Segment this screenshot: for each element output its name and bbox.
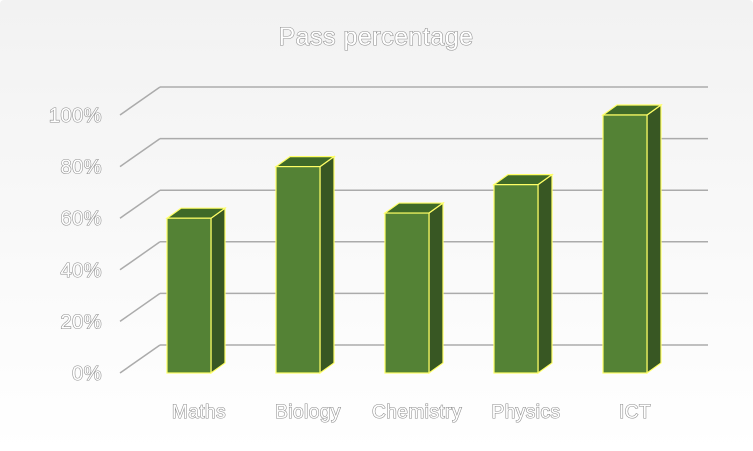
x-category-label: Maths: [172, 402, 226, 423]
y-tick-label: 60%: [60, 208, 102, 230]
chart-title: Pass percentage: [278, 23, 473, 51]
gridline-diagonal: [119, 241, 161, 271]
bar-maths: [165, 207, 227, 375]
bar-physics: [492, 173, 554, 375]
gridline-diagonal: [119, 86, 161, 116]
gridline-diagonal: [119, 137, 161, 168]
bar-front: [275, 166, 321, 374]
bar-front: [384, 212, 430, 374]
x-category-label: ICT: [619, 402, 651, 423]
bar-chemistry: [383, 201, 445, 375]
bar-front: [166, 217, 212, 374]
bar-side: [210, 207, 226, 375]
gridline-diagonal: [119, 292, 161, 323]
bars: [165, 103, 663, 375]
x-category-label: Physics: [492, 402, 561, 423]
y-tick-label: 100%: [49, 105, 102, 127]
bar-biology: [274, 155, 336, 375]
bar-side: [428, 201, 444, 375]
gridline-diagonal: [119, 344, 161, 374]
bar-side: [646, 103, 662, 375]
gridline-diagonal: [119, 189, 161, 219]
bar-front: [493, 184, 539, 374]
x-axis-categories: Maths Biology Chemistry Physics ICT: [171, 401, 651, 423]
bar-ict: [601, 103, 663, 375]
bar-side: [319, 155, 335, 375]
bar-front: [602, 114, 648, 374]
x-category-label: Chemistry: [372, 402, 462, 423]
y-tick-label: 40%: [60, 260, 102, 282]
x-category-label: Biology: [275, 402, 341, 423]
y-tick-label: 0%: [72, 363, 102, 385]
bar-side: [537, 173, 553, 375]
y-tick-label: 80%: [60, 157, 102, 179]
y-tick-label: 20%: [60, 311, 102, 333]
y-axis-ticks: 0% 20% 40% 60% 80% 100%: [48, 104, 102, 385]
